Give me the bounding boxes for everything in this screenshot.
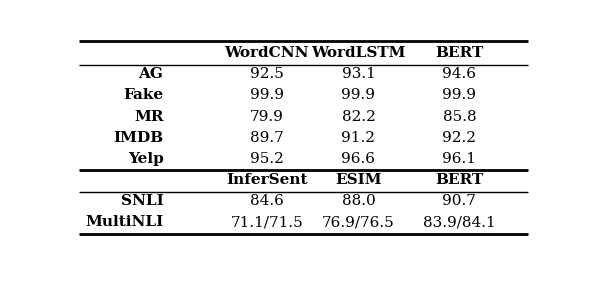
Text: BERT: BERT	[435, 46, 484, 60]
Text: 99.9: 99.9	[442, 89, 477, 103]
Text: 99.9: 99.9	[250, 89, 284, 103]
Text: MR: MR	[134, 110, 163, 124]
Text: Fake: Fake	[123, 89, 163, 103]
Text: 94.6: 94.6	[442, 67, 477, 81]
Text: IMDB: IMDB	[113, 131, 163, 145]
Text: 96.1: 96.1	[442, 152, 477, 166]
Text: 92.5: 92.5	[250, 67, 284, 81]
Text: AG: AG	[139, 67, 163, 81]
Text: 93.1: 93.1	[342, 67, 375, 81]
Text: 90.7: 90.7	[442, 194, 477, 208]
Text: 82.2: 82.2	[342, 110, 375, 124]
Text: 71.1/71.5: 71.1/71.5	[230, 215, 303, 229]
Text: Yelp: Yelp	[128, 152, 163, 166]
Text: 85.8: 85.8	[443, 110, 476, 124]
Text: 88.0: 88.0	[342, 194, 375, 208]
Text: 84.6: 84.6	[250, 194, 284, 208]
Text: 89.7: 89.7	[250, 131, 284, 145]
Text: ESIM: ESIM	[335, 173, 382, 187]
Text: MultiNLI: MultiNLI	[85, 215, 163, 229]
Text: 96.6: 96.6	[342, 152, 375, 166]
Text: 79.9: 79.9	[250, 110, 284, 124]
Text: InferSent: InferSent	[226, 173, 307, 187]
Text: BERT: BERT	[435, 173, 484, 187]
Text: 91.2: 91.2	[342, 131, 375, 145]
Text: 95.2: 95.2	[250, 152, 284, 166]
Text: 99.9: 99.9	[342, 89, 375, 103]
Text: 92.2: 92.2	[442, 131, 477, 145]
Text: 76.9/76.5: 76.9/76.5	[322, 215, 395, 229]
Text: SNLI: SNLI	[121, 194, 163, 208]
Text: 83.9/84.1: 83.9/84.1	[423, 215, 496, 229]
Text: WordCNN: WordCNN	[224, 46, 309, 60]
Text: WordLSTM: WordLSTM	[311, 46, 406, 60]
